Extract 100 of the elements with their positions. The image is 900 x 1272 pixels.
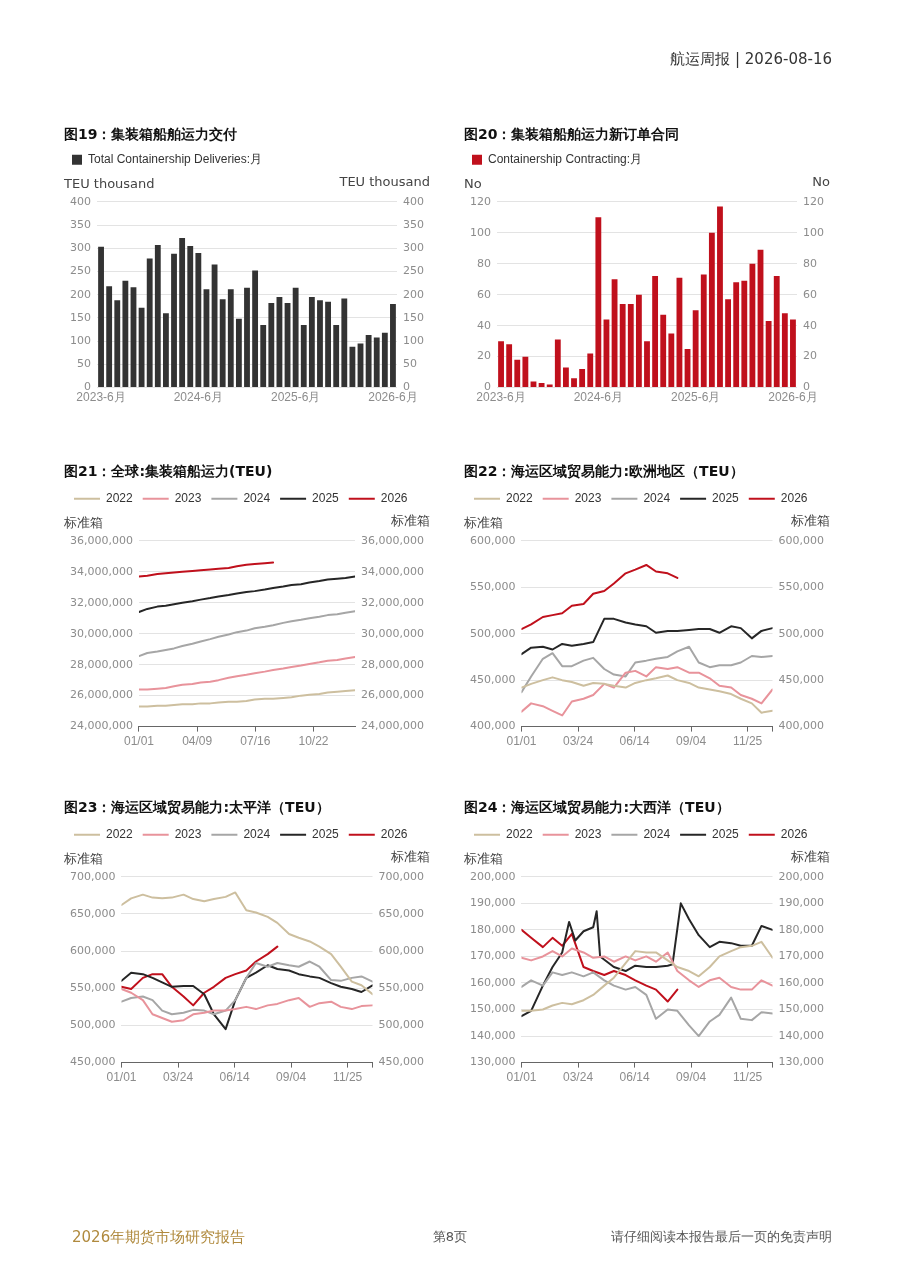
legend-label: 2023 xyxy=(174,827,202,842)
bar xyxy=(179,238,186,388)
legend-label: 2023 xyxy=(574,827,602,842)
y-tick-label: 34,000,000 xyxy=(70,564,133,578)
y2-tick-label: 40 xyxy=(803,318,817,332)
y-tick-label: 450,000 xyxy=(469,673,516,687)
y2-tick-label: 30,000,000 xyxy=(361,626,424,640)
x-tick-label: 11/25 xyxy=(333,1070,363,1085)
y-tick-label: 50 xyxy=(77,357,91,371)
legend-label: 2025 xyxy=(312,491,340,506)
x-tick-label: 2024-6月 xyxy=(573,390,624,405)
y-axis-title: No xyxy=(464,175,482,191)
bar xyxy=(781,313,788,388)
y2-tick-label: 300 xyxy=(403,241,424,255)
x-tick-label: 04/09 xyxy=(182,734,213,749)
bar xyxy=(268,303,275,388)
bar xyxy=(219,299,226,388)
x-tick-label: 09/04 xyxy=(676,1070,707,1085)
y-tick-label: 200 xyxy=(70,287,91,301)
y2-axis-title: 标准箱 xyxy=(390,512,430,528)
bar xyxy=(300,324,307,388)
legend-label: 2025 xyxy=(312,827,340,842)
y-axis-title: 标准箱 xyxy=(463,514,503,530)
y-tick-label: 350 xyxy=(70,217,91,231)
text: 请仔细阅读本报告最后一页的免责声明 xyxy=(611,1228,832,1246)
legend-label: 2023 xyxy=(174,491,202,506)
y-axis-title: 标准箱 xyxy=(463,850,503,866)
y-tick-label: 300 xyxy=(70,241,91,255)
bar xyxy=(365,335,372,388)
y2-tick-label: 36,000,000 xyxy=(361,533,424,547)
x-tick-label: 01/01 xyxy=(106,1070,137,1085)
bar xyxy=(668,333,675,388)
y2-tick-label: 170,000 xyxy=(778,949,825,963)
y-axis-title: TEU thousand xyxy=(63,175,155,191)
legend-label: 2024 xyxy=(643,491,671,506)
y2-tick-label: 500,000 xyxy=(378,1018,425,1032)
legend-label: 2026 xyxy=(780,491,808,506)
legend-label: 2024 xyxy=(243,491,271,506)
y2-tick-label: 600,000 xyxy=(778,533,825,547)
y-tick-label: 190,000 xyxy=(469,896,516,910)
x-tick-label: 09/04 xyxy=(676,734,707,749)
chart-title: 图20：集装箱船舶运力新订单合同 xyxy=(464,126,680,143)
x-tick-label: 07/16 xyxy=(240,734,271,749)
bar xyxy=(790,319,796,388)
y2-tick-label: 100 xyxy=(403,334,424,348)
y-tick-label: 140,000 xyxy=(469,1028,516,1042)
legend-label: 2022 xyxy=(506,827,534,842)
chart-title: 图22：海运区域贸易能力:欧洲地区（TEU） xyxy=(464,463,744,480)
bar xyxy=(146,258,153,388)
x-tick-label: 06/14 xyxy=(619,1070,650,1085)
y2-tick-label: 34,000,000 xyxy=(361,564,424,578)
y2-tick-label: 80 xyxy=(803,256,817,270)
bar xyxy=(138,307,145,388)
y2-tick-label: 150,000 xyxy=(778,1002,825,1016)
y2-axis-title: 标准箱 xyxy=(390,848,430,864)
y2-tick-label: 180,000 xyxy=(778,922,825,936)
y2-tick-label: 350 xyxy=(403,217,424,231)
y-tick-label: 30,000,000 xyxy=(70,626,133,640)
y-tick-label: 250 xyxy=(70,264,91,278)
bar xyxy=(773,276,780,388)
y-tick-label: 36,000,000 xyxy=(70,533,133,547)
y2-tick-label: 120 xyxy=(803,194,824,208)
y2-tick-label: 450,000 xyxy=(378,1055,425,1069)
y2-tick-label: 600,000 xyxy=(378,943,425,957)
x-tick-label: 11/25 xyxy=(733,1070,763,1085)
y-tick-label: 700,000 xyxy=(69,869,116,883)
y2-tick-label: 28,000,000 xyxy=(361,657,424,671)
bar xyxy=(390,303,396,388)
text: 航运周报 | 2026-08-16 xyxy=(670,50,832,69)
y2-tick-label: 190,000 xyxy=(778,896,825,910)
y2-tick-label: 500,000 xyxy=(778,626,825,640)
bar xyxy=(106,286,113,388)
y2-axis-title: 标准箱 xyxy=(790,848,830,864)
bar xyxy=(373,337,380,388)
bar xyxy=(660,314,667,388)
legend-label: Total Containership Deliveries:月 xyxy=(88,152,263,167)
bar xyxy=(308,297,315,388)
y-tick-label: 20 xyxy=(477,349,491,363)
bar xyxy=(244,287,250,388)
x-tick-label: 2023-6月 xyxy=(476,390,526,405)
y-tick-label: 26,000,000 xyxy=(70,688,133,702)
text: 2026年期货市场研究报告 xyxy=(72,1228,246,1247)
bar xyxy=(579,369,586,388)
y-tick-label: 400 xyxy=(70,194,91,208)
bar xyxy=(587,353,594,388)
bar xyxy=(171,253,177,388)
x-tick-label: 06/14 xyxy=(219,1070,250,1085)
chart-title: 图21：全球:集装箱船运力(TEU) xyxy=(64,463,273,480)
y-tick-label: 600,000 xyxy=(469,533,516,547)
bar xyxy=(235,318,242,388)
bar xyxy=(292,287,299,388)
x-tick-label: 03/24 xyxy=(563,734,594,749)
bar xyxy=(325,301,331,388)
bar xyxy=(717,206,723,388)
bar xyxy=(554,339,561,388)
bar xyxy=(733,282,740,388)
bar xyxy=(333,324,340,388)
y-tick-label: 550,000 xyxy=(469,580,516,594)
y-axis-title: 标准箱 xyxy=(63,850,103,866)
bar xyxy=(522,356,529,388)
